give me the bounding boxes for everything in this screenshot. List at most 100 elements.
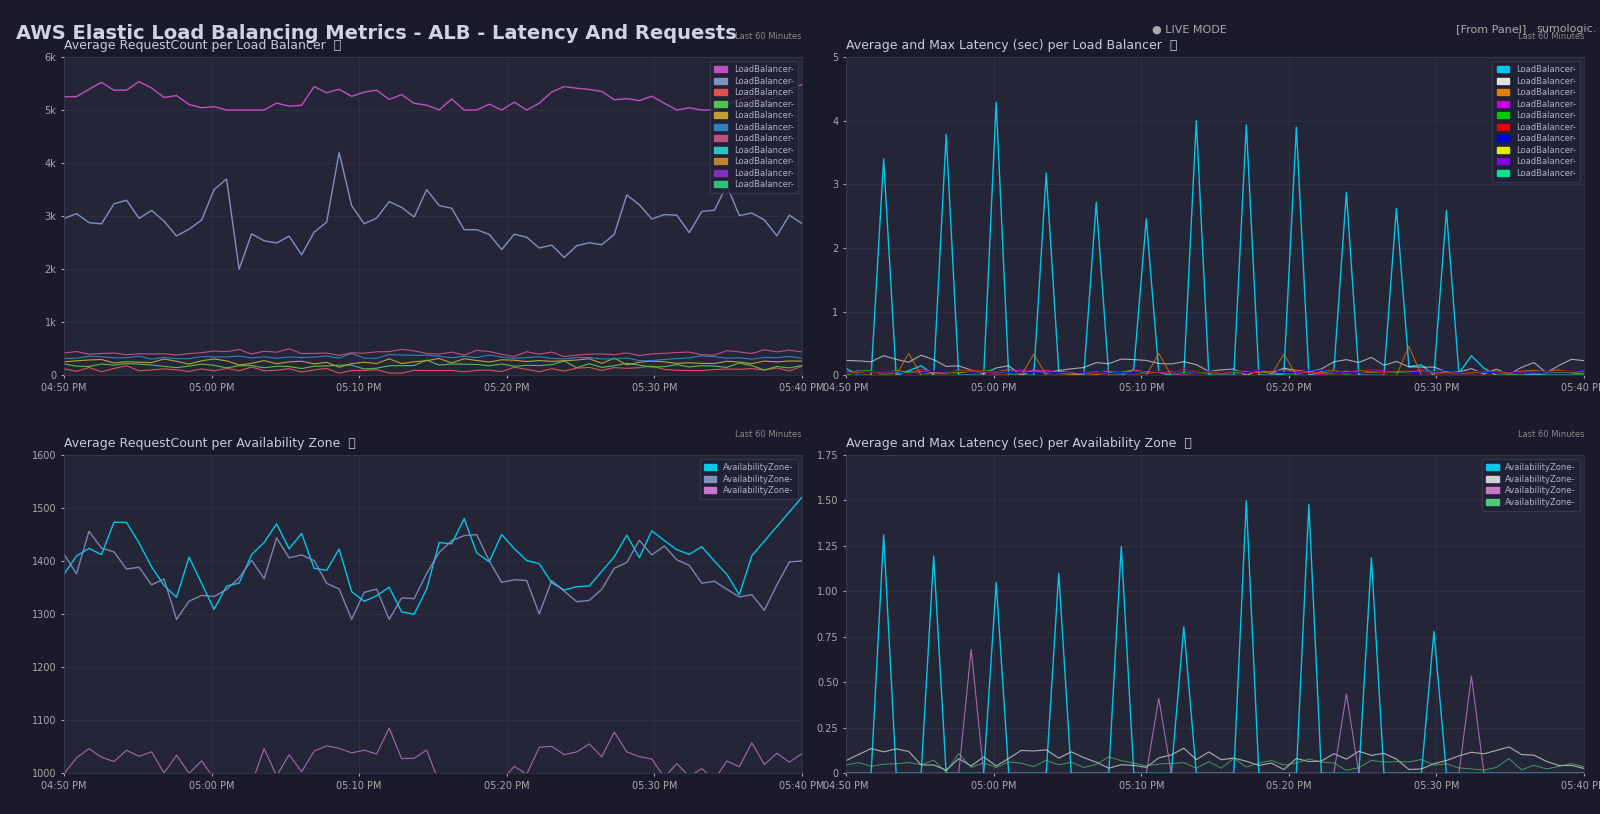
- LoadBalancer-: [330, 362, 349, 372]
- AvailabilityZone-: [405, 609, 424, 619]
- LoadBalancer-: [837, 367, 856, 377]
- Text: Average and Max Latency (sec) per Load Balancer  🔍: Average and Max Latency (sec) per Load B…: [846, 38, 1178, 51]
- AvailabilityZone-: [1062, 768, 1082, 778]
- Line: LoadBalancer-: LoadBalancer-: [846, 346, 1584, 375]
- LoadBalancer-: [267, 361, 286, 371]
- LoadBalancer-: [229, 265, 248, 274]
- LoadBalancer-: [1062, 367, 1082, 377]
- Text: Last 60 Minutes: Last 60 Minutes: [1517, 32, 1584, 41]
- LoadBalancer-: [192, 103, 211, 112]
- LoadBalancer-: [850, 370, 869, 380]
- LoadBalancer-: [1325, 365, 1344, 375]
- LoadBalancer-: [530, 349, 549, 359]
- AvailabilityZone-: [242, 550, 261, 560]
- AvailabilityZone-: [837, 768, 856, 778]
- LoadBalancer-: [267, 353, 286, 363]
- AvailabilityZone-: [1099, 764, 1118, 773]
- LoadBalancer-: [54, 348, 74, 358]
- LoadBalancer-: [330, 85, 349, 94]
- LoadBalancer-: [1037, 368, 1056, 378]
- LoadBalancer-: [1325, 357, 1344, 366]
- Line: AvailabilityZone-: AvailabilityZone-: [846, 650, 1584, 773]
- LoadBalancer-: [179, 354, 198, 364]
- Line: LoadBalancer-: LoadBalancer-: [64, 360, 802, 370]
- Line: LoadBalancer-: LoadBalancer-: [64, 358, 802, 367]
- AvailabilityZone-: [542, 575, 562, 585]
- AvailabilityZone-: [330, 584, 349, 594]
- LoadBalancer-: [192, 364, 211, 374]
- Line: LoadBalancer-: LoadBalancer-: [846, 355, 1584, 375]
- LoadBalancer-: [179, 225, 198, 234]
- Text: sumologic.: sumologic.: [1536, 24, 1597, 34]
- LoadBalancer-: [1024, 366, 1043, 376]
- LoadBalancer-: [850, 370, 869, 379]
- LoadBalancer-: [792, 357, 811, 366]
- LoadBalancer-: [304, 359, 323, 369]
- Line: LoadBalancer-: LoadBalancer-: [846, 369, 1584, 374]
- AvailabilityZone-: [837, 755, 856, 765]
- LoadBalancer-: [317, 348, 336, 358]
- LoadBalancer-: [1086, 367, 1106, 377]
- AvailabilityZone-: [1325, 758, 1344, 768]
- LoadBalancer-: [1086, 370, 1106, 379]
- LoadBalancer-: [792, 353, 811, 363]
- LoadBalancer-: [605, 353, 624, 363]
- LoadBalancer-: [1299, 366, 1318, 376]
- AvailabilityZone-: [974, 768, 994, 778]
- AvailabilityZone-: [1074, 768, 1093, 778]
- LoadBalancer-: [1086, 365, 1106, 375]
- Line: LoadBalancer-: LoadBalancer-: [64, 349, 802, 357]
- LoadBalancer-: [962, 370, 981, 380]
- AvailabilityZone-: [936, 767, 955, 777]
- AvailabilityZone-: [54, 549, 74, 559]
- LoadBalancer-: [267, 348, 286, 357]
- LoadBalancer-: [1050, 370, 1069, 380]
- AvailabilityZone-: [837, 760, 856, 770]
- AvailabilityZone-: [1086, 757, 1106, 767]
- LoadBalancer-: [1574, 370, 1594, 380]
- LoadBalancer-: [1574, 365, 1594, 375]
- LoadBalancer-: [242, 349, 261, 359]
- LoadBalancer-: [1325, 365, 1344, 374]
- Text: Average and Max Latency (sec) per Availability Zone  🔍: Average and Max Latency (sec) per Availa…: [846, 436, 1192, 449]
- LoadBalancer-: [254, 236, 274, 246]
- AvailabilityZone-: [542, 742, 562, 751]
- AvailabilityZone-: [1112, 756, 1131, 766]
- Legend: LoadBalancer-, LoadBalancer-, LoadBalancer-, LoadBalancer-, LoadBalancer-, LoadB: LoadBalancer-, LoadBalancer-, LoadBalanc…: [710, 61, 798, 194]
- LoadBalancer-: [962, 366, 981, 376]
- LoadBalancer-: [987, 97, 1006, 107]
- AvailabilityZone-: [280, 750, 299, 759]
- LoadBalancer-: [1050, 365, 1069, 375]
- LoadBalancer-: [1574, 364, 1594, 374]
- LoadBalancer-: [792, 218, 811, 228]
- LoadBalancer-: [1074, 363, 1093, 373]
- Line: AvailabilityZone-: AvailabilityZone-: [64, 497, 802, 614]
- LoadBalancer-: [330, 147, 349, 157]
- Text: AWS Elastic Load Balancing Metrics - ALB - Latency And Requests: AWS Elastic Load Balancing Metrics - ALB…: [16, 24, 736, 43]
- LoadBalancer-: [555, 352, 574, 361]
- AvailabilityZone-: [1086, 768, 1106, 778]
- LoadBalancer-: [1099, 359, 1118, 369]
- LoadBalancer-: [542, 87, 562, 97]
- LoadBalancer-: [792, 347, 811, 357]
- LoadBalancer-: [530, 361, 549, 370]
- AvailabilityZone-: [837, 768, 856, 778]
- LoadBalancer-: [304, 348, 323, 358]
- LoadBalancer-: [837, 367, 856, 377]
- AvailabilityZone-: [1062, 747, 1082, 757]
- LoadBalancer-: [293, 100, 312, 110]
- LoadBalancer-: [1174, 364, 1194, 374]
- Line: AvailabilityZone-: AvailabilityZone-: [846, 747, 1584, 770]
- LoadBalancer-: [1299, 370, 1318, 380]
- Line: LoadBalancer-: LoadBalancer-: [846, 370, 1584, 375]
- Text: Average RequestCount per Load Balancer  🔍: Average RequestCount per Load Balancer 🔍: [64, 38, 341, 51]
- Line: LoadBalancer-: LoadBalancer-: [64, 365, 802, 373]
- AvailabilityZone-: [792, 556, 811, 566]
- LoadBalancer-: [1400, 341, 1419, 351]
- LoadBalancer-: [1099, 370, 1118, 380]
- LoadBalancer-: [280, 344, 299, 354]
- AvailabilityZone-: [267, 519, 286, 528]
- AvailabilityZone-: [179, 552, 198, 562]
- LoadBalancer-: [1011, 370, 1030, 380]
- Line: LoadBalancer-: LoadBalancer-: [64, 353, 802, 361]
